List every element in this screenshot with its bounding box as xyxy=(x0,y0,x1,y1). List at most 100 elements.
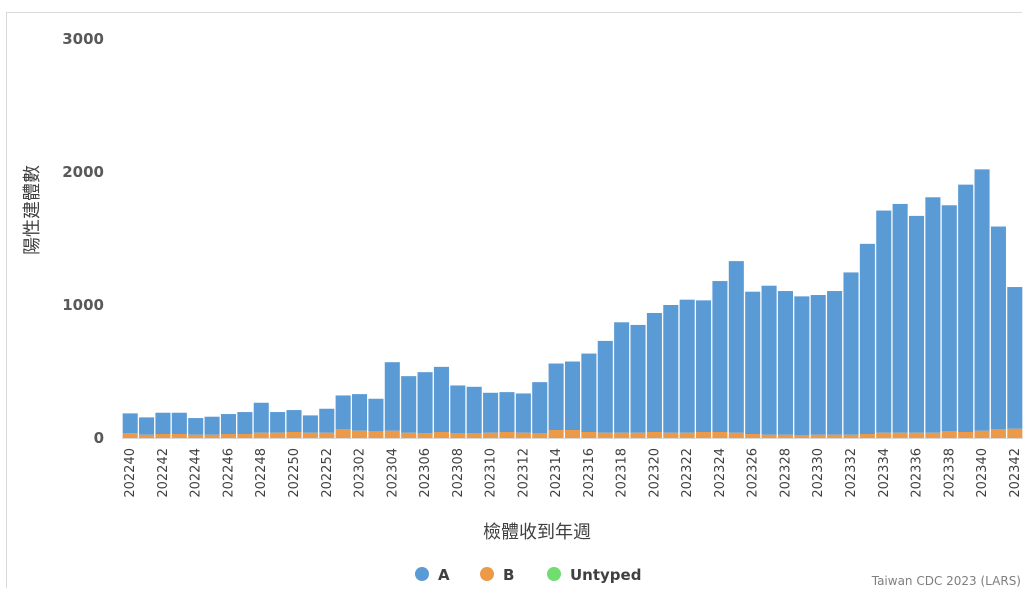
bar-b-202316 xyxy=(581,432,597,438)
x-tick-label: 202248 xyxy=(254,448,269,498)
bar-a-202305 xyxy=(401,376,417,433)
bar-a-202321 xyxy=(663,305,679,433)
bar-b-202326 xyxy=(745,434,761,438)
legend-marker-a xyxy=(415,567,429,581)
bar-b-202321 xyxy=(663,432,679,438)
x-tick-label: 202240 xyxy=(123,448,138,498)
y-tick-label: 3000 xyxy=(62,30,104,48)
bar-a-202251 xyxy=(302,415,318,433)
bar-a-202317 xyxy=(597,340,613,433)
bar-a-202312 xyxy=(515,393,531,433)
bar-b-202322 xyxy=(679,432,695,438)
bar-a-202307 xyxy=(433,366,449,433)
bar-a-202334 xyxy=(876,210,892,433)
legend-marker-b xyxy=(480,567,494,581)
legend-label-a: A xyxy=(438,566,450,584)
bar-b-202245 xyxy=(204,434,220,438)
bar-b-202333 xyxy=(859,434,875,438)
bar-a-202313 xyxy=(532,382,548,434)
x-tick-label: 202330 xyxy=(811,448,826,498)
bar-b-202240 xyxy=(122,433,138,438)
bar-a-202322 xyxy=(679,299,695,433)
bar-a-202339 xyxy=(958,184,974,433)
bar-a-202342 xyxy=(1007,287,1023,429)
bar-b-202319 xyxy=(630,432,646,438)
bar-a-202323 xyxy=(696,300,712,433)
bar-a-202310 xyxy=(483,392,499,433)
bar-b-202252 xyxy=(319,432,335,438)
bar-a-202337 xyxy=(925,197,941,433)
bar-b-202340 xyxy=(974,430,990,438)
bar-b-202306 xyxy=(417,433,433,438)
bar-a-202244 xyxy=(188,418,204,435)
x-tick-label: 202324 xyxy=(713,448,728,498)
bar-b-202242 xyxy=(155,434,171,438)
bar-b-202304 xyxy=(384,430,400,438)
x-tick-label: 202302 xyxy=(353,448,368,498)
x-axis-title: 檢體收到年週 xyxy=(483,522,591,543)
x-tick-label: 202318 xyxy=(615,448,630,498)
bar-b-202341 xyxy=(990,429,1006,438)
bar-a-202250 xyxy=(286,410,302,433)
x-tick-label: 202308 xyxy=(451,448,466,498)
bar-b-202302 xyxy=(352,430,368,438)
bar-b-202305 xyxy=(401,432,417,438)
bar-a-202246 xyxy=(220,414,237,435)
bar-a-202327 xyxy=(761,285,777,435)
bar-a-202249 xyxy=(270,412,286,433)
bar-a-202333 xyxy=(859,243,875,435)
y-tick-label: 2000 xyxy=(62,163,104,181)
bar-b-202324 xyxy=(712,432,728,438)
x-tick-label: 202250 xyxy=(287,448,302,498)
bar-b-202308 xyxy=(450,433,466,438)
bar-b-202323 xyxy=(696,432,712,438)
bar-b-202318 xyxy=(614,432,630,438)
x-tick-label: 202246 xyxy=(222,448,237,498)
bar-b-202339 xyxy=(958,432,974,438)
bar-b-202330 xyxy=(810,434,826,438)
bar-a-202341 xyxy=(990,226,1006,430)
x-tick-label: 202328 xyxy=(779,448,794,498)
bar-b-202317 xyxy=(597,432,613,438)
bar-a-202340 xyxy=(974,169,990,431)
bar-b-202320 xyxy=(646,432,662,438)
bar-a-202252 xyxy=(319,408,335,433)
bar-b-202338 xyxy=(941,431,957,438)
bar-a-202320 xyxy=(646,312,662,433)
x-tick-label: 202334 xyxy=(877,448,892,498)
bar-b-202307 xyxy=(433,432,449,438)
bar-a-202324 xyxy=(712,281,728,433)
bar-b-202311 xyxy=(499,432,515,438)
x-tick-label: 202304 xyxy=(385,448,400,498)
bar-a-202243 xyxy=(171,412,187,435)
bar-b-202303 xyxy=(368,431,384,438)
bar-a-202248 xyxy=(253,402,269,433)
bar-a-202309 xyxy=(466,386,482,434)
x-tick-label: 202332 xyxy=(844,448,859,498)
x-tick-label: 202242 xyxy=(156,448,171,498)
x-tick-label: 202314 xyxy=(549,448,564,498)
bar-a-202315 xyxy=(564,361,581,431)
bar-a-202301 xyxy=(335,395,351,430)
bars xyxy=(122,169,1023,438)
bar-b-202309 xyxy=(466,433,482,438)
bar-a-202306 xyxy=(417,372,433,434)
x-tick-label: 202322 xyxy=(680,448,695,498)
bar-b-202327 xyxy=(761,434,777,438)
bar-a-202303 xyxy=(368,398,384,432)
bar-b-202249 xyxy=(270,432,286,438)
x-tick-label: 202340 xyxy=(975,448,990,498)
bar-a-202308 xyxy=(450,385,466,434)
bar-b-202244 xyxy=(188,434,204,438)
bar-b-202342 xyxy=(1007,428,1023,438)
bar-b-202301 xyxy=(335,429,351,438)
bar-b-202332 xyxy=(843,434,859,438)
source-note: Taiwan CDC 2023 (LARS) xyxy=(871,574,1021,588)
x-tick-label: 202320 xyxy=(647,448,662,498)
legend: A B Untyped xyxy=(415,566,641,584)
y-axis: 0 1000 2000 3000 xyxy=(62,30,104,447)
x-tick-label: 202252 xyxy=(320,448,335,498)
bar-b-202329 xyxy=(794,435,810,438)
y-axis-title: 陽性建體數 xyxy=(22,165,43,255)
x-tick-label: 202244 xyxy=(189,448,204,498)
